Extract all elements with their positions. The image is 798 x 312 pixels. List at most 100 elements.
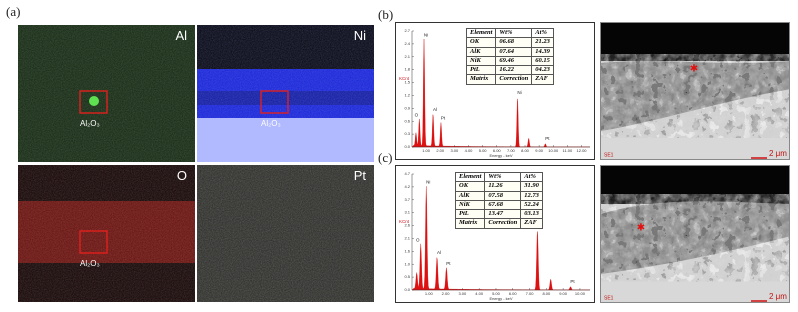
x-tick-label: 9.00 — [535, 148, 544, 153]
phase-label: Al₂O₃ — [80, 259, 100, 268]
table-row: NiK 67.68 52.24 — [454, 199, 543, 211]
y-tick-label: 1.8 — [404, 67, 410, 72]
map-image — [197, 25, 374, 162]
header-cell: At% — [520, 171, 543, 183]
sem-texture — [601, 201, 789, 274]
x-tick-label: 11.00 — [563, 148, 573, 153]
detector-label: SE1 — [604, 295, 614, 301]
header-cell: Element — [454, 171, 486, 183]
sem-image: ✱ SE1 2 μm — [600, 22, 790, 160]
scale-label: 2 μm — [769, 292, 787, 301]
peak-label: O — [415, 113, 419, 118]
table-cell: 03.13 — [520, 209, 543, 220]
table-cell: 04.23 — [531, 65, 554, 76]
y-tick-label: 2.1 — [404, 54, 410, 59]
element-map: Ni Al₂O₃ — [197, 25, 374, 162]
table-cell: ZAF — [520, 218, 543, 229]
table-cell: Matrix — [454, 218, 486, 229]
detector-label: SE1 — [604, 152, 614, 158]
map-tint — [197, 25, 374, 162]
y-axis-label: KCnt — [399, 76, 410, 81]
y-tick-label: 2.1 — [404, 236, 410, 241]
map-image — [18, 25, 195, 162]
peak-label: Ni — [517, 90, 521, 95]
table-cell: 16.22 — [495, 65, 533, 76]
table-header: Element Wt% At% — [465, 27, 554, 39]
table-cell: 12.73 — [520, 190, 543, 201]
element-map: Al Al₂O₃ — [18, 25, 195, 162]
table-cell: NiK — [465, 55, 497, 67]
eds-spectrum: 2.7 2.4 2.1 1.8 1.5 1.2 0.9 0.6 0.3 0.0 1.00 2.00 3.… — [395, 22, 595, 160]
x-axis-label: Energy - keV — [489, 296, 512, 301]
peak-label: Pt — [545, 136, 550, 141]
element-label: Al — [175, 28, 187, 43]
element-label: Pt — [353, 168, 366, 183]
header-cell: Element — [465, 27, 497, 39]
table-cell: 07.64 — [495, 46, 533, 57]
table-cell: PtL — [454, 209, 486, 220]
y-tick-label: 2.6 — [404, 223, 410, 228]
table-cell: Matrix — [465, 74, 497, 85]
peak-label: Al — [437, 250, 441, 255]
peak-label: O — [416, 237, 420, 242]
eds-spectrum: 4.7 4.2 3.7 3.1 2.6 2.1 1.6 1.0 0.5 0.0 1.00 2.00 3.… — [395, 165, 595, 303]
table-cell: 69.46 — [495, 55, 533, 67]
table-cell: OK — [454, 181, 486, 192]
table-cell: 52.24 — [520, 199, 543, 211]
header-cell: Wt% — [484, 171, 522, 183]
table-cell: NiK — [454, 199, 486, 211]
spectrum-plot: 4.7 4.2 3.7 3.1 2.6 2.1 1.6 1.0 0.5 0.0 1.00 2.00 3.… — [399, 171, 591, 301]
map-tint — [197, 165, 374, 302]
y-tick-label: 0.9 — [404, 105, 410, 110]
table-cell: AlK — [454, 190, 486, 201]
table-row: NiK 69.46 60.15 — [465, 55, 554, 67]
x-tick-label: 10.00 — [575, 291, 586, 296]
spectrum-plot: 2.7 2.4 2.1 1.8 1.5 1.2 0.9 0.6 0.3 0.0 1.00 2.00 3.… — [399, 28, 591, 158]
y-tick-label: 1.6 — [404, 248, 410, 253]
highlight-box — [79, 90, 108, 114]
sem-picture: ✱ SE1 2 μm — [601, 166, 789, 302]
y-tick-label: 1.5 — [404, 80, 410, 85]
y-tick-label: 3.7 — [404, 197, 410, 202]
x-tick-label: 4.00 — [465, 148, 474, 153]
phase-label: Al₂O₃ — [80, 119, 100, 128]
table-row: PtL 16.22 04.23 — [465, 65, 554, 76]
x-tick-label: 1.00 — [425, 291, 434, 296]
x-tick-label: 3.00 — [458, 291, 467, 296]
x-tick-label: 4.00 — [475, 291, 484, 296]
y-tick-label: 0.5 — [404, 274, 410, 279]
panel-label: (b) — [378, 7, 394, 22]
table-cell: PtL — [465, 65, 497, 76]
table-row: AlK 07.64 14.39 — [465, 46, 554, 57]
element-label: O — [176, 168, 187, 183]
peak-label: Al — [433, 107, 437, 112]
element-label: Ni — [353, 28, 366, 43]
scale-label: 2 μm — [769, 149, 787, 158]
table-cell: Correction — [484, 218, 522, 229]
panel-label: (c) — [378, 150, 393, 165]
x-tick-label: 10.00 — [548, 148, 559, 153]
table-cell: 11.26 — [484, 181, 522, 192]
table-row: OK 06.68 21.23 — [465, 37, 554, 48]
highlight-box — [79, 230, 108, 254]
table-cell: 14.39 — [531, 46, 554, 57]
phase-label: Al₂O₃ — [261, 119, 281, 128]
y-tick-label: 2.7 — [404, 28, 410, 33]
map-image — [197, 165, 374, 302]
highlight-box — [260, 90, 289, 114]
y-tick-label: 0.0 — [404, 287, 410, 292]
sem-texture — [601, 61, 789, 131]
table-row: OK 11.26 31.90 — [454, 181, 543, 192]
header-cell: Wt% — [495, 27, 533, 39]
x-tick-label: 7.00 — [526, 291, 535, 296]
table-cell: AlK — [465, 46, 497, 57]
y-tick-label: 3.1 — [404, 210, 410, 215]
x-axis-label: Energy - keV — [489, 153, 512, 158]
composition-table: Element Wt% At% OK 06.68 21.23 AlK 07.64 14.39 Ni… — [465, 27, 554, 85]
table-row: PtL 13.47 03.13 — [454, 209, 543, 220]
y-tick-label: 2.4 — [404, 41, 410, 46]
sem-image: ✱ SE1 2 μm — [600, 165, 790, 303]
y-tick-label: 1.0 — [404, 261, 410, 266]
y-tick-label: 0.0 — [404, 144, 410, 149]
